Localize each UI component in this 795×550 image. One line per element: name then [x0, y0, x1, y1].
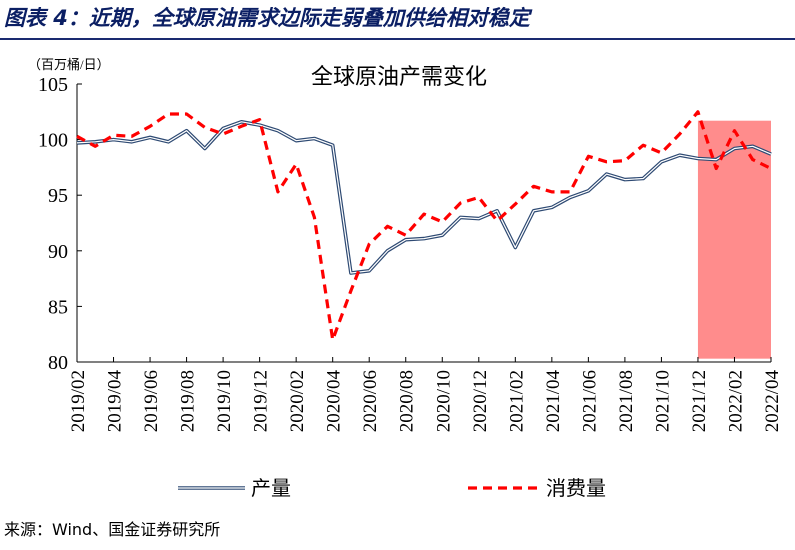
- x-tick-label: 2019/08: [178, 370, 199, 432]
- x-tick-label: 2021/04: [543, 370, 564, 433]
- series-production-inner: [76, 121, 772, 274]
- x-tick-label: 2019/10: [214, 370, 235, 432]
- x-tick-label: 2019/06: [141, 370, 162, 432]
- legend: 产量 消费量: [178, 477, 606, 500]
- x-tick-label: 2020/12: [470, 370, 491, 432]
- x-tick-label: 2021/06: [579, 370, 600, 432]
- unit-label: （百万桶/日）: [28, 57, 110, 72]
- x-tick-label: 2020/02: [287, 370, 308, 432]
- legend-item-production: 产量: [178, 477, 291, 500]
- y-tick-label: 90: [48, 241, 68, 263]
- highlight-band: [697, 120, 771, 359]
- axes: 80 85 90 95 100 105 2019/02 2019/04 2019/06 2019/…: [38, 74, 783, 432]
- x-tick-label: 2019/12: [251, 370, 272, 432]
- x-tick-label: 2022/04: [762, 370, 783, 433]
- highlight-layer: [697, 120, 771, 359]
- legend-label-production: 产量: [251, 477, 291, 500]
- x-tick-label: 2020/10: [433, 370, 454, 432]
- figure-title: 图表 4：近期，全球原油需求边际走弱叠加供给相对稳定: [4, 6, 530, 30]
- x-tick-label: 2020/04: [324, 370, 345, 433]
- title-rule: [0, 38, 795, 40]
- y-tick-label: 85: [48, 296, 68, 318]
- x-tick-label: 2021/10: [652, 370, 673, 432]
- x-tick-label: 2022/02: [725, 370, 746, 432]
- chart-title: 全球原油产需变化: [311, 64, 487, 89]
- series-production-outer: [76, 120, 772, 275]
- x-tick-label: 2020/08: [397, 370, 418, 432]
- source-note: 来源：Wind、国金证券研究所: [4, 520, 221, 539]
- y-tick-label: 105: [38, 74, 68, 96]
- y-tick-label: 80: [48, 352, 68, 374]
- chart: 80 85 90 95 100 105 2019/02 2019/04 2019/06 2019/…: [28, 57, 783, 500]
- series-consumption: [76, 110, 772, 342]
- y-tick-label: 95: [48, 185, 68, 207]
- y-tick-label: 100: [38, 130, 68, 152]
- x-tick-label: 2020/06: [360, 370, 381, 432]
- x-tick-label: 2021/08: [616, 370, 637, 432]
- x-tick-label: 2021/12: [689, 370, 710, 432]
- x-tick-label: 2019/04: [105, 370, 126, 433]
- x-tick-label: 2021/02: [506, 370, 527, 432]
- series-production: [76, 120, 772, 275]
- x-tick-label: 2019/02: [68, 370, 89, 432]
- series-layer: [76, 110, 772, 342]
- legend-item-consumption: 消费量: [468, 477, 606, 500]
- legend-label-consumption: 消费量: [546, 477, 606, 500]
